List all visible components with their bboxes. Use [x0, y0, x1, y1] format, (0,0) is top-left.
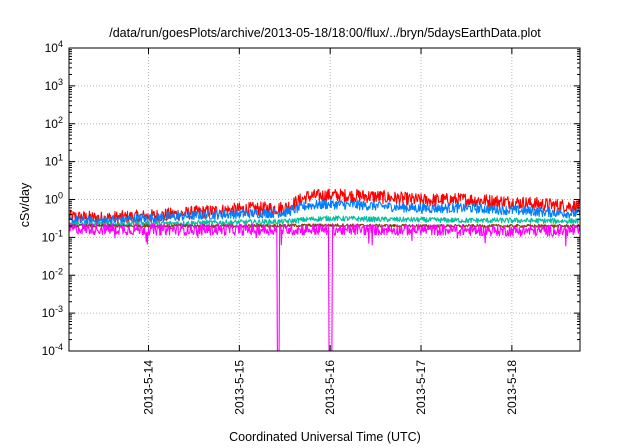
y-tick-exponent: -4 — [55, 342, 63, 352]
series-layer — [68, 188, 581, 352]
y-tick-label: 100 — [45, 191, 63, 207]
series-line-2 — [68, 198, 581, 226]
y-tick-exponent: 3 — [58, 77, 63, 87]
y-axis-label: cSv/day — [18, 182, 32, 227]
y-tick-base: 10 — [42, 344, 56, 358]
y-tick-exponent: 0 — [58, 191, 63, 201]
x-axis-label: Coordinated Universal Time (UTC) — [229, 430, 421, 444]
y-tick-base: 10 — [45, 193, 59, 207]
y-tick-exponent: 2 — [58, 115, 63, 125]
x-tick-labels: 2013-5-14 2013-5-15 2013-5-16 2013-5-17 2013… — [141, 360, 518, 415]
y-tick-label: 102 — [45, 115, 63, 131]
x-tick-label: 2013-5-18 — [505, 360, 519, 415]
y-tick-exponent: -1 — [55, 228, 63, 238]
y-tick-exponent: -2 — [55, 266, 63, 276]
x-tick-label: 2013-5-16 — [323, 360, 337, 415]
y-tick-label: 10-1 — [42, 228, 63, 244]
y-tick-base: 10 — [45, 79, 59, 93]
y-tick-base: 10 — [45, 117, 59, 131]
y-tick-base: 10 — [45, 155, 59, 169]
y-tick-base: 10 — [45, 41, 59, 55]
y-tick-exponent: -3 — [55, 304, 63, 314]
y-tick-label: 10-4 — [42, 342, 63, 358]
y-tick-label: 104 — [45, 39, 63, 55]
axis-ticks — [69, 47, 580, 352]
y-tick-exponent: 4 — [58, 39, 63, 49]
series-line-5 — [68, 222, 581, 352]
y-tick-label: 103 — [45, 77, 63, 93]
y-tick-base: 10 — [42, 306, 56, 320]
chart-title: /data/run/goesPlots/archive/2013-05-18/1… — [109, 26, 541, 40]
y-tick-label: 101 — [45, 153, 63, 169]
y-tick-base: 10 — [42, 268, 56, 282]
y-tick-label: 10-2 — [42, 266, 63, 282]
x-tick-label: 2013-5-15 — [232, 360, 246, 415]
x-tick-label: 2013-5-17 — [414, 360, 428, 415]
y-tick-exponent: 1 — [58, 153, 63, 163]
y-tick-base: 10 — [42, 230, 56, 244]
y-tick-label: 10-3 — [42, 304, 63, 320]
x-tick-label: 2013-5-14 — [141, 360, 155, 415]
